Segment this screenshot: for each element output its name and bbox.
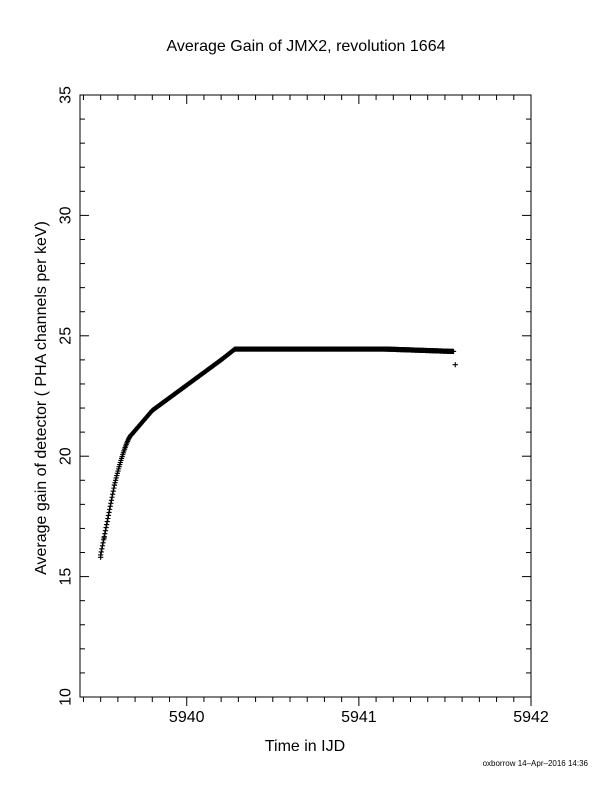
data-point (104, 518, 110, 525)
data-point (103, 525, 109, 531)
y-tick-label: 25 (58, 327, 75, 345)
data-point (99, 543, 106, 549)
data-point (99, 546, 105, 552)
x-tick-label: 5941 (341, 709, 377, 726)
data-point (106, 509, 112, 516)
data-point (111, 482, 118, 488)
data-point (107, 503, 113, 509)
data-point (452, 362, 458, 368)
data-point (100, 540, 106, 546)
tick-labels: 10 15 20 25 30 35 5940 5941 5942 (58, 86, 549, 726)
data-point (98, 554, 104, 560)
y-tick-label: 10 (58, 688, 75, 706)
data-point (113, 477, 119, 483)
y-tick-label: 30 (58, 206, 75, 224)
data-points (98, 346, 458, 560)
data-point (104, 521, 110, 528)
chart-title: Average Gain of JMX2, revolution 1664 (166, 38, 446, 55)
footer-stamp: oxborrow 14–Apr–2016 14:36 (482, 759, 588, 768)
plot-axes (79, 94, 532, 706)
data-point (111, 485, 117, 491)
data-point (102, 531, 108, 537)
data-point (98, 549, 104, 555)
data-point (110, 491, 116, 497)
data-point (101, 535, 107, 541)
data-point (105, 512, 112, 519)
x-axis-label: Time in IJD (264, 738, 346, 755)
data-point (108, 500, 114, 506)
plot-frame (79, 94, 532, 698)
data-point (107, 506, 113, 512)
x-tick-label: 5940 (169, 709, 205, 726)
y-tick-label: 20 (58, 447, 75, 465)
x-tick-label: 5942 (513, 709, 549, 726)
data-point (112, 480, 118, 486)
data-point (113, 475, 119, 481)
data-point (108, 497, 115, 503)
y-tick-label: 15 (58, 568, 75, 586)
data-point (109, 494, 115, 500)
data-point (105, 515, 111, 522)
y-tick-label: 35 (58, 86, 75, 104)
data-point (110, 488, 116, 494)
data-point (102, 528, 109, 534)
y-axis-label: Average gain of detector ( PHA channels … (33, 221, 50, 575)
data-point (450, 348, 457, 355)
